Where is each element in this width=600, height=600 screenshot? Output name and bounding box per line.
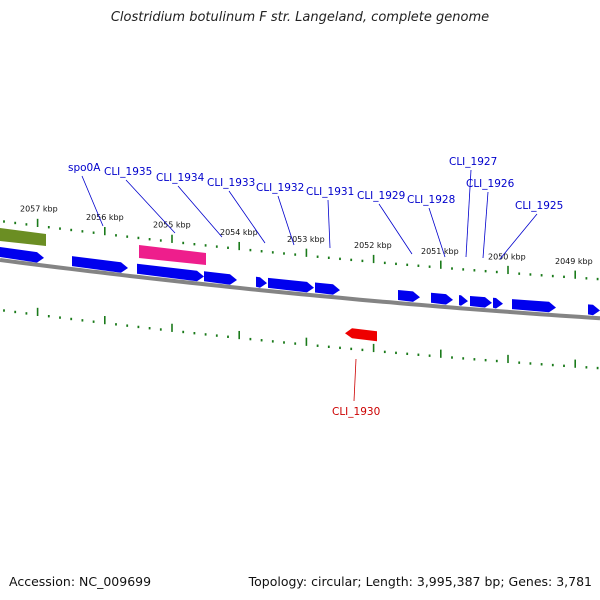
leader-line [277,195,295,246]
gene-label: CLI_1925 [515,200,563,212]
forward-gene [470,296,492,308]
map-title: Clostridium botulinum F str. Langeland, … [110,10,490,25]
forward-gene [204,271,237,285]
feature-box-pink [139,245,206,265]
forward-gene [72,256,128,273]
kbp-scale-labels: 2057 kbp 2056 kbp 2055 kbp 2054 kbp 2053 kbp… [20,205,593,267]
forward-gene [459,295,468,306]
kbp-label: 2056 kbp [86,213,124,222]
kbp-label: 2051 kbp [421,247,459,256]
forward-gene [0,247,44,263]
gene-label: CLI_1932 [256,182,304,194]
forward-gene [137,263,204,282]
gene-label: CLI_1931 [306,186,354,198]
genome-backbone [0,258,600,321]
feature-track [0,228,206,265]
kbp-label: 2055 kbp [153,221,191,230]
forward-gene [315,282,340,295]
reverse-gene [345,328,377,342]
gene-name-labels: spo0A CLI_1935 CLI_1934 CLI_1933 CLI_1932 CLI… [68,156,563,418]
accession-text: Accession: NC_009699 [9,574,152,589]
leader-line [428,207,446,258]
feature-box-green [0,228,46,246]
gene-label: CLI_1927 [449,156,497,168]
leader-line [327,199,331,249]
forward-gene [512,299,556,313]
gene-label: CLI_1935 [104,166,152,178]
gene-label: CLI_1930 [332,406,380,418]
kbp-label: 2054 kbp [220,228,258,237]
leader-line [465,169,472,258]
gene-label: spo0A [68,162,101,174]
leader-line [353,358,357,402]
leader-line [125,179,176,234]
leader-line [499,213,538,260]
forward-gene [431,292,453,305]
gene-label: CLI_1928 [407,194,455,206]
forward-gene [268,277,314,293]
kbp-label: 2057 kbp [20,205,58,214]
outer-tick-ring [3,218,599,281]
leader-line [378,203,413,255]
label-leader-lines [81,169,538,402]
kbp-label: 2053 kbp [287,235,325,244]
leader-line [228,190,266,244]
forward-gene [256,276,267,288]
gene-label: CLI_1929 [357,190,405,202]
forward-gene [588,304,600,316]
kbp-label: 2049 kbp [555,257,593,266]
leader-line [482,191,489,259]
gene-label: CLI_1933 [207,177,255,189]
forward-gene [493,297,503,309]
forward-gene [398,290,420,302]
backbone-line [0,258,600,321]
genome-stats-text: Topology: circular; Length: 3,995,387 bp… [248,574,592,589]
kbp-label: 2052 kbp [354,241,392,250]
kbp-label: 2050 kbp [488,252,526,261]
gene-label: CLI_1926 [466,178,515,190]
inner-tick-ring [3,307,599,370]
gene-label: CLI_1934 [156,172,205,184]
leader-line [81,175,104,227]
gene-track [0,247,600,342]
leader-line [177,185,223,238]
